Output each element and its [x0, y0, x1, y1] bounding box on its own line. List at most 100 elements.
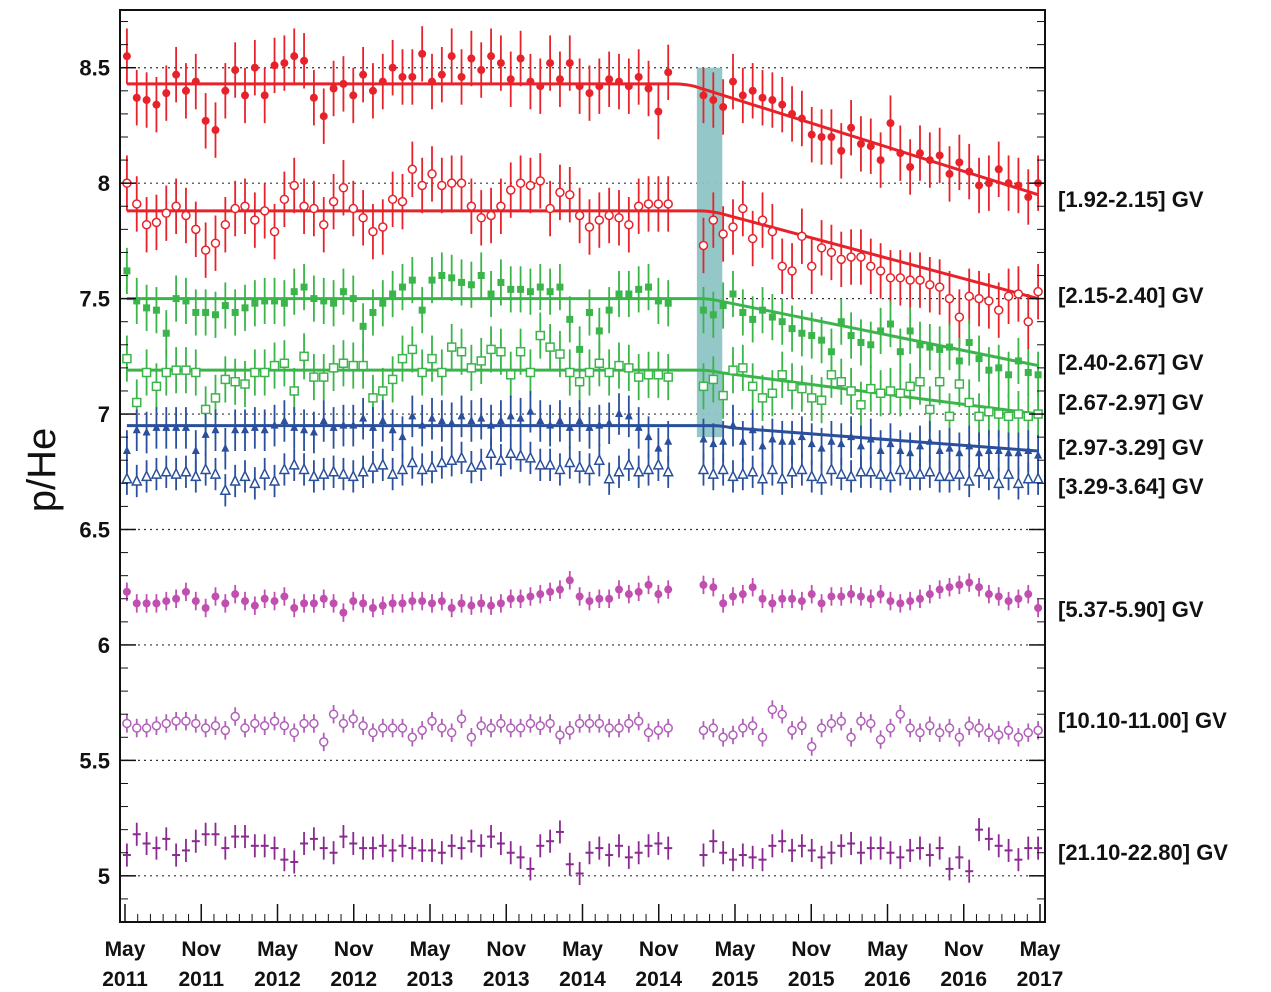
data-point — [241, 91, 250, 100]
data-point — [428, 599, 437, 608]
data-point — [894, 462, 907, 475]
data-point — [633, 372, 644, 382]
data-point — [1002, 467, 1015, 479]
data-point — [877, 327, 885, 335]
data-point — [456, 178, 467, 188]
data-point — [664, 585, 673, 594]
data-point — [555, 415, 564, 424]
data-point — [387, 723, 398, 733]
data-point — [280, 592, 289, 601]
data-point — [632, 465, 645, 477]
data-point — [458, 278, 466, 286]
data-point — [788, 594, 797, 603]
data-point — [535, 720, 546, 731]
data-point — [896, 348, 904, 356]
data-point — [837, 592, 846, 601]
data-point — [211, 425, 220, 434]
data-point — [200, 723, 211, 733]
data-point — [525, 180, 536, 191]
data-point — [181, 210, 191, 221]
x-tick-month: May — [257, 938, 298, 961]
data-point — [565, 725, 575, 736]
data-point — [201, 116, 210, 125]
data-point — [318, 737, 329, 747]
data-point — [486, 344, 496, 355]
data-point — [653, 370, 664, 380]
data-point — [624, 718, 634, 729]
data-point — [738, 436, 747, 445]
data-point — [269, 360, 280, 371]
data-point — [1014, 448, 1023, 457]
data-point — [132, 425, 141, 434]
data-point — [329, 422, 338, 431]
data-point — [797, 114, 806, 123]
data-point — [875, 734, 886, 745]
data-point — [476, 356, 486, 366]
data-point — [388, 425, 397, 434]
data-point — [994, 165, 1003, 174]
data-point — [758, 594, 767, 603]
data-point — [594, 358, 605, 369]
data-point — [181, 716, 191, 726]
data-point — [615, 409, 624, 418]
data-point — [496, 201, 506, 212]
data-point — [664, 68, 673, 77]
series-labels: [1.92-2.15] GV [2.15-2.40] GV [2.40-2.67] … — [1058, 187, 1228, 865]
data-point — [418, 49, 427, 58]
data-point — [603, 472, 615, 484]
data-point — [330, 299, 338, 307]
data-point — [876, 156, 885, 165]
data-point — [270, 61, 279, 70]
x-tick-year: 2013 — [407, 968, 454, 991]
data-point — [585, 422, 594, 431]
data-point — [418, 306, 426, 314]
y-tick-label: 6.5 — [79, 517, 110, 542]
data-point — [555, 349, 565, 359]
data-point — [475, 458, 487, 470]
data-point — [708, 215, 719, 225]
data-point — [915, 275, 925, 285]
data-point — [817, 599, 826, 608]
data-point — [427, 353, 437, 364]
data-point — [975, 181, 984, 190]
data-point — [240, 723, 250, 733]
data-point — [993, 476, 1005, 489]
data-point — [954, 312, 965, 322]
data-point — [777, 709, 787, 719]
data-point — [759, 306, 767, 314]
data-point — [954, 732, 965, 743]
data-point — [280, 59, 289, 68]
data-point — [319, 594, 328, 603]
x-tick-month: May — [867, 938, 908, 961]
data-point — [653, 725, 664, 736]
data-point — [477, 66, 486, 75]
data-point — [368, 603, 377, 612]
data-point — [555, 585, 564, 594]
data-point — [816, 395, 827, 405]
data-point — [535, 176, 546, 186]
data-point — [946, 343, 954, 351]
data-point — [797, 720, 807, 731]
data-point — [915, 149, 924, 158]
series-points — [122, 390, 1043, 477]
data-point — [231, 308, 239, 316]
data-point — [524, 451, 537, 463]
data-point — [476, 213, 486, 223]
data-point — [123, 267, 131, 275]
data-point — [924, 465, 936, 477]
data-point — [279, 194, 290, 205]
data-point — [604, 210, 614, 221]
data-point — [787, 266, 797, 276]
data-point — [595, 594, 604, 603]
data-point — [983, 467, 995, 479]
data-point — [856, 716, 866, 726]
data-point — [615, 77, 624, 86]
data-point — [984, 179, 993, 188]
data-point — [210, 393, 221, 403]
data-point — [846, 252, 856, 262]
series-label: [5.37-5.90] GV — [1058, 597, 1204, 622]
data-point — [993, 730, 1004, 740]
x-tick-year: 2011 — [178, 968, 224, 991]
data-point — [985, 366, 993, 374]
data-point — [984, 406, 994, 417]
